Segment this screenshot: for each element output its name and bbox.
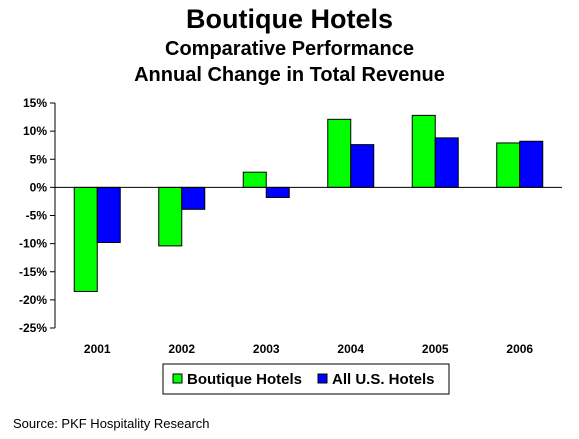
x-tick-label: 2006 — [506, 342, 533, 356]
bar-boutique-2003 — [242, 171, 267, 188]
chart-subtitle-2: Annual Change in Total Revenue — [134, 64, 445, 86]
y-tick-label: -20% — [19, 293, 47, 307]
bar-boutique-2006 — [496, 142, 521, 188]
legend-swatch-all-us — [317, 373, 328, 384]
y-tick-label: 5% — [30, 152, 48, 166]
bar-all-us-2004 — [350, 144, 375, 188]
bar-boutique-2005 — [411, 114, 436, 188]
y-tick-label: -15% — [19, 265, 47, 279]
y-tick-label: -5% — [26, 209, 48, 223]
x-tick-label: 2001 — [84, 342, 111, 356]
bar-all-us-2003 — [265, 186, 290, 198]
x-tick-label: 2003 — [253, 342, 280, 356]
bar-boutique-2001 — [73, 186, 98, 292]
chart-subtitle: Comparative Performance — [165, 38, 414, 60]
x-tick-label: 2005 — [422, 342, 449, 356]
bar-all-us-2005 — [434, 137, 459, 188]
bar-all-us-2002 — [181, 186, 206, 210]
y-tick-label: -25% — [19, 321, 47, 335]
source-note: Source: PKF Hospitality Research — [13, 416, 210, 431]
y-tick-label: 10% — [23, 124, 47, 138]
legend-label-boutique: Boutique Hotels — [187, 371, 302, 388]
chart-title: Boutique Hotels — [186, 4, 393, 34]
bar-boutique-2002 — [158, 186, 183, 247]
bar-boutique-2004 — [327, 118, 352, 188]
legend-label-all-us: All U.S. Hotels — [332, 371, 435, 388]
legend-swatch-boutique — [172, 373, 183, 384]
bar-all-us-2001 — [96, 186, 121, 243]
x-tick-label: 2004 — [337, 342, 364, 356]
y-tick-label: -10% — [19, 237, 47, 251]
y-tick-label: 15% — [23, 96, 47, 110]
bar-all-us-2006 — [519, 140, 544, 188]
x-tick-label: 2002 — [168, 342, 195, 356]
legend-box — [162, 363, 450, 395]
y-tick-label: 0% — [30, 180, 48, 194]
